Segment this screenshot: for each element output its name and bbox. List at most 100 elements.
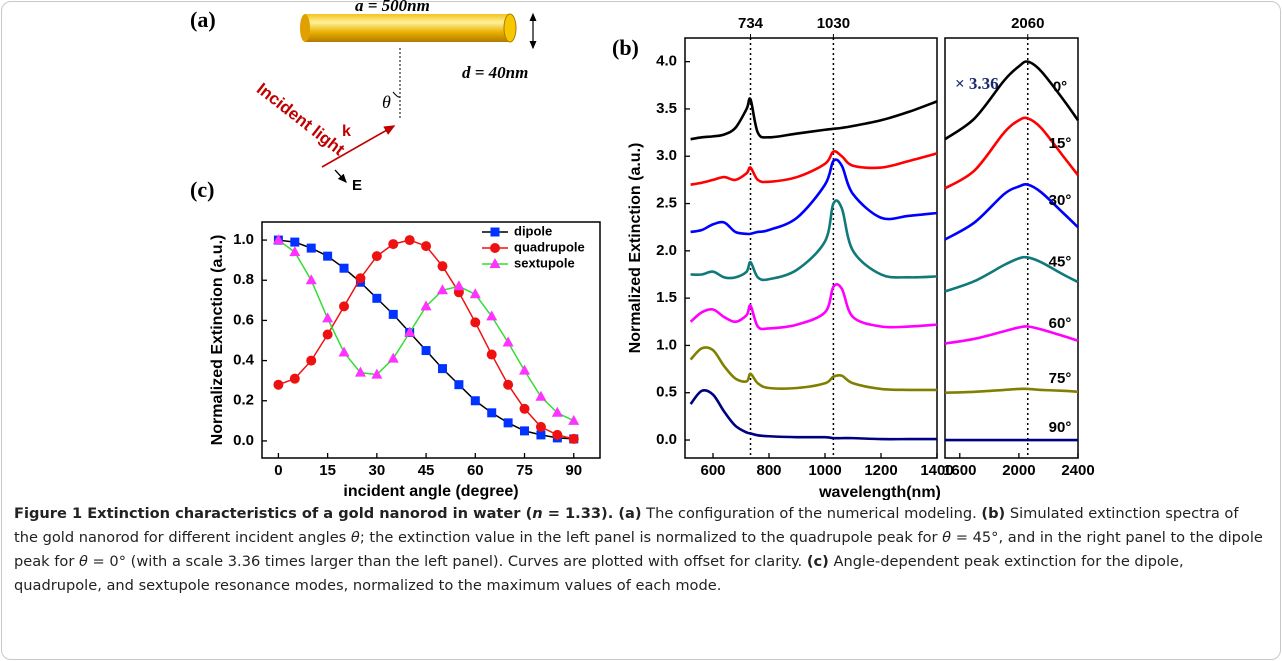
y-tick-label: 1.0 [656, 336, 677, 353]
k-label: k [342, 123, 351, 140]
caption-text: θ [350, 529, 360, 546]
marker [421, 346, 431, 356]
y-tick-label: 1.0 [233, 231, 254, 248]
panel-a: (a) a = 500nm d = 40nm k θ Incident ligh… [190, 0, 537, 194]
rod-end [300, 14, 310, 42]
marker [486, 349, 497, 360]
marker [372, 293, 382, 303]
caption-text: n [532, 505, 543, 522]
nanorod [305, 14, 510, 42]
x-tick-label: 30 [369, 462, 386, 479]
caption-text: (c) [806, 553, 829, 570]
y-axis-label: Normalized Extinction (a.u.) [209, 235, 226, 446]
marker [470, 396, 480, 406]
x-tick-label: 15 [319, 462, 336, 479]
marker [420, 300, 432, 311]
series [944, 116, 1080, 190]
marker [323, 251, 333, 261]
marker [490, 227, 500, 237]
caption-text: Simulated extinction spectra of the gold… [14, 505, 1239, 546]
marker [502, 336, 514, 347]
y-tick-label: 0.0 [233, 432, 254, 449]
series-label: 60° [1049, 315, 1072, 332]
y-tick-label: 3.0 [656, 147, 677, 164]
rod-end [503, 13, 517, 43]
x-tick-label: 1200 [864, 462, 897, 479]
marker [436, 284, 448, 295]
marker [490, 243, 500, 253]
y-tick-label: 2.0 [656, 242, 677, 259]
x-tick-label: 90 [565, 462, 582, 479]
e-label: E [352, 177, 362, 194]
series [272, 234, 580, 425]
x-tick-label: 2400 [1061, 462, 1094, 479]
rod-diameter: d = 40nm [462, 63, 528, 82]
series-label: 45° [1049, 253, 1072, 270]
series-label: 30° [1049, 192, 1072, 209]
marker [404, 326, 416, 337]
series-line [689, 346, 938, 392]
marker [322, 312, 334, 323]
marker [535, 421, 546, 432]
marker [305, 274, 317, 285]
y-tick-label: 0.5 [656, 384, 677, 401]
marker [489, 258, 501, 268]
k-arrow [321, 125, 396, 168]
caption-text: θ [942, 529, 952, 546]
marker [519, 364, 531, 375]
x-tick-label: 0 [274, 462, 282, 479]
marker [338, 346, 350, 357]
x-tick-label: 600 [700, 462, 725, 479]
reference-label: 1030 [817, 15, 850, 32]
series-line [690, 97, 938, 141]
panel-label: (c) [190, 177, 214, 202]
axes-frame [944, 37, 1079, 459]
series [944, 182, 1079, 241]
rod-length: a = 500nm [355, 0, 430, 15]
caption-text: Figure 1 Extinction characteristics of a… [14, 505, 533, 522]
marker [453, 280, 465, 291]
marker [273, 379, 284, 390]
incident-light: Incident light [253, 79, 348, 159]
series-line [689, 388, 937, 441]
angle-arc [392, 91, 401, 98]
reference-label: 2060 [1011, 15, 1044, 32]
series-label: 15° [1049, 135, 1072, 152]
caption-text: θ [78, 553, 88, 570]
y-tick-label: 3.5 [656, 100, 677, 117]
caption-text: = 1.33). [542, 505, 614, 522]
caption-text: = 45°, and in the right panel to the dip… [14, 529, 1263, 570]
marker [388, 239, 399, 250]
y-tick-label: 0.6 [233, 311, 254, 328]
marker [536, 430, 546, 440]
y-axis-label: Normalized Extinction (a.u.) [627, 143, 644, 354]
marker [290, 237, 300, 247]
series-line [690, 158, 938, 236]
series-line [944, 182, 1079, 241]
series-line [689, 283, 938, 331]
series-line [944, 60, 1080, 141]
y-tick-label: 0.2 [233, 392, 254, 409]
marker [322, 329, 333, 340]
marker [404, 235, 415, 246]
caption-text: ; the extinction value in the left panel… [359, 529, 943, 546]
series-line [944, 387, 1079, 395]
marker [568, 433, 579, 444]
series [690, 158, 938, 236]
series-line [944, 325, 1079, 345]
x-tick-label: 60 [467, 462, 484, 479]
marker [535, 390, 547, 401]
y-tick-label: 4.0 [656, 53, 677, 70]
marker [469, 288, 481, 299]
x-axis-label: incident angle (degree) [343, 483, 518, 500]
x-tick-label: 45 [418, 462, 435, 479]
x-tick-label: 2000 [1002, 462, 1035, 479]
series [689, 346, 938, 392]
marker [306, 243, 316, 253]
series-line [944, 255, 1079, 293]
marker [355, 273, 366, 284]
marker [371, 251, 382, 262]
x-tick-label: 1000 [808, 462, 841, 479]
reference-label: 734 [738, 15, 764, 32]
series [690, 97, 938, 141]
